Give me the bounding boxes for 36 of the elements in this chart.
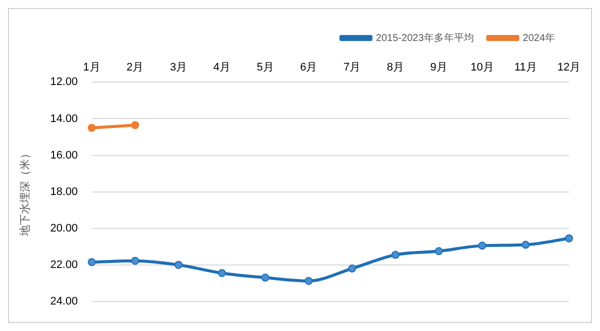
x-tick-label: 5月 — [256, 62, 274, 74]
y-tick-label: 24.00 — [50, 295, 78, 308]
point — [348, 264, 356, 273]
point — [261, 274, 270, 282]
point — [218, 269, 226, 278]
y-tick-label: 22.00 — [50, 258, 78, 271]
x-tick-label: 1月 — [83, 62, 100, 74]
point — [434, 247, 443, 256]
y-axis-title: 地下水埋深（米） — [18, 148, 32, 237]
point — [174, 260, 183, 269]
legend-label: 2015-2023年多年平均 — [376, 32, 474, 44]
point — [478, 242, 486, 250]
y-tick-label: 12.00 — [50, 76, 78, 88]
point — [522, 240, 530, 249]
x-tick-label: 6月 — [300, 62, 318, 74]
point — [131, 121, 140, 130]
x-tick-label: 4月 — [213, 62, 230, 74]
x-tick-label: 7月 — [343, 62, 361, 74]
y-tick-label: 18.00 — [50, 186, 78, 198]
x-tick-label: 8月 — [386, 62, 404, 74]
point — [391, 250, 400, 259]
point — [88, 258, 96, 266]
point — [88, 124, 96, 132]
x-tick-label: 10月 — [470, 62, 494, 74]
x-tick-label: 12月 — [557, 62, 581, 74]
point — [304, 276, 313, 285]
y-tick-label: 20.00 — [50, 222, 78, 234]
y-tick-label: 16.00 — [50, 149, 78, 162]
y-tick-label: 14.00 — [50, 112, 78, 125]
point — [131, 256, 140, 265]
legend-label: 2024年 — [522, 32, 556, 44]
point — [565, 234, 573, 242]
x-tick-label: 3月 — [170, 62, 188, 74]
x-tick-label: 11月 — [514, 62, 537, 74]
x-tick-label: 2月 — [126, 62, 144, 74]
x-tick-label: 9月 — [430, 62, 448, 74]
